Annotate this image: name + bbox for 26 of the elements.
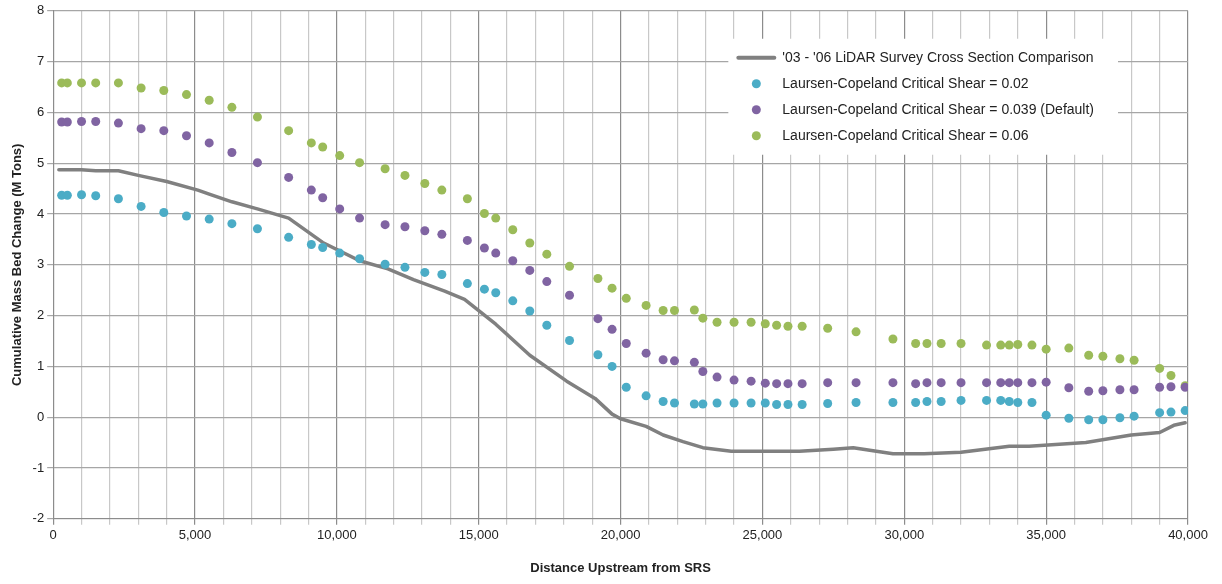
x-tick-label: 0 — [49, 527, 57, 543]
legend-label: Laursen-Copeland Critical Shear = 0.039 (Default) — [782, 100, 1094, 117]
legend-label: Laursen-Copeland Critical Shear = 0.06 — [782, 126, 1029, 143]
legend-label: Laursen-Copeland Critical Shear = 0.02 — [782, 74, 1029, 91]
x-tick-label: 40,000 — [1168, 527, 1208, 543]
y-tick-label: -2 — [32, 510, 45, 526]
y-tick-label: 8 — [36, 2, 45, 18]
x-tick-label: 15,000 — [458, 527, 499, 543]
y-tick-label: 6 — [36, 103, 45, 119]
x-tick-label: 25,000 — [742, 527, 783, 543]
y-tick-label: 5 — [36, 154, 45, 170]
y-tick-label: 0 — [36, 408, 45, 424]
y-tick-label: -1 — [32, 459, 45, 475]
legend-label: '03 - '06 LiDAR Survey Cross Section Comparison — [782, 48, 1094, 65]
y-axis-title: Cumulative Mass Bed Change (M Tons) — [9, 143, 25, 387]
x-tick-label: 35,000 — [1026, 527, 1067, 543]
y-tick-label: 1 — [36, 357, 45, 373]
x-tick-label: 10,000 — [316, 527, 357, 543]
y-tick-label: 3 — [36, 256, 45, 272]
x-axis-title: Distance Upstream from SRS — [530, 559, 712, 575]
x-tick-label: 20,000 — [600, 527, 641, 543]
x-tick-label: 30,000 — [884, 527, 925, 543]
y-tick-label: 7 — [36, 53, 45, 69]
y-tick-label: 4 — [36, 205, 45, 221]
x-tick-label: 5,000 — [178, 527, 212, 543]
y-tick-label: 2 — [36, 307, 45, 323]
